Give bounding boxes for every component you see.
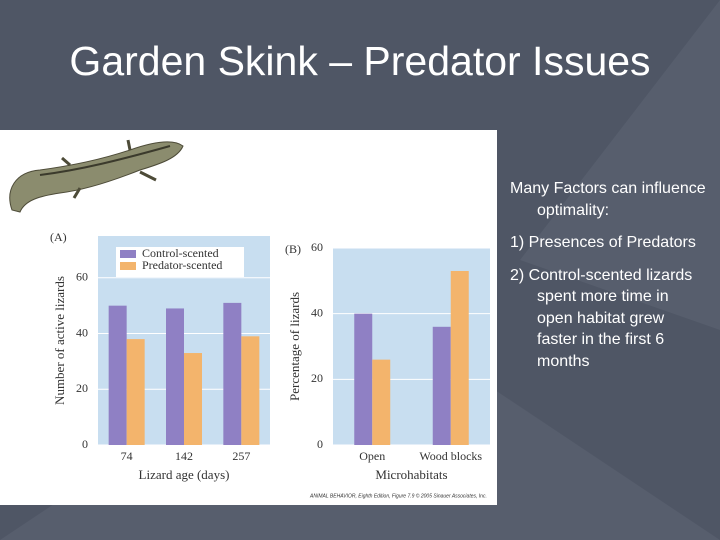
lizard-illustration <box>9 139 184 213</box>
bullet: 2) Control-scented lizards spent more ti… <box>510 266 693 370</box>
panel-label: (B) <box>285 242 301 256</box>
credit: ANIMAL BEHAVIOR, Eighth Edition, Figure … <box>309 492 487 499</box>
legend-swatch <box>120 250 136 258</box>
y-tick-label: 20 <box>311 371 323 385</box>
y-tick-label: 60 <box>311 240 323 254</box>
legend-label: Control-scented <box>142 246 219 260</box>
bar <box>354 313 373 445</box>
y-tick-label: 20 <box>76 381 88 395</box>
bullet: 1) Presences of Predators <box>510 234 696 251</box>
x-tick-label: 74 <box>121 449 133 463</box>
y-tick-label: 60 <box>76 270 88 284</box>
bar <box>166 308 184 445</box>
x-tick-label: 142 <box>175 449 193 463</box>
legend-label: Predator-scented <box>142 258 222 272</box>
y-tick-label: 40 <box>311 305 323 319</box>
bullet: Many Factors can influence optimality: <box>510 180 706 219</box>
bar <box>450 270 469 445</box>
bar <box>126 339 145 445</box>
bar <box>184 353 202 445</box>
bar <box>223 302 242 445</box>
y-tick-label: 0 <box>82 437 88 451</box>
y-tick-label: 0 <box>317 437 323 451</box>
bar <box>108 305 127 445</box>
panel-label: (A) <box>50 230 67 244</box>
y-axis-title: Number of active lizards <box>52 276 67 405</box>
x-axis-title: Microhabitats <box>375 467 447 482</box>
slide-title: Garden Skink – Predator Issues <box>69 38 651 84</box>
bar <box>241 336 260 445</box>
bullet-list: Many Factors can influence optimality: 1… <box>510 178 706 383</box>
x-axis-title: Lizard age (days) <box>139 467 230 482</box>
legend-box <box>116 247 244 277</box>
x-tick-label: Wood blocks <box>419 449 482 463</box>
bar <box>432 326 451 445</box>
legend-swatch <box>120 262 136 270</box>
x-tick-label: 257 <box>232 449 250 463</box>
y-tick-label: 40 <box>76 325 88 339</box>
y-axis-title: Percentage of lizards <box>287 292 302 401</box>
bar <box>372 359 391 445</box>
x-tick-label: Open <box>359 449 385 463</box>
